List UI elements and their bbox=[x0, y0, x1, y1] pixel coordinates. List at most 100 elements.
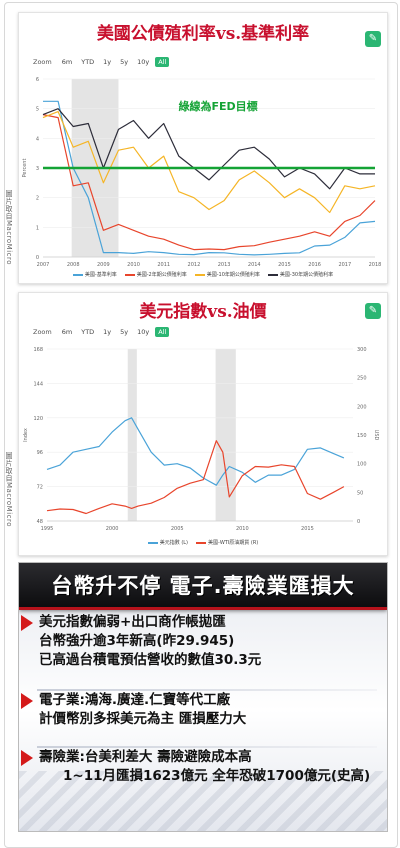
x-tick-label: 2017 bbox=[338, 262, 351, 268]
y-tick-label: 6 bbox=[36, 77, 39, 83]
zoom-ytd-button[interactable]: YTD bbox=[81, 328, 95, 336]
y-tick-label: 5 bbox=[36, 107, 39, 113]
y-tick-label-right: 150 bbox=[357, 433, 367, 439]
y-tick-label-right: 200 bbox=[357, 404, 367, 410]
news-bullet: 電子業:鴻海.廣達.仁寶等代工廠 計價幣別多採美元為主 匯損壓力大 bbox=[21, 691, 247, 729]
legend-item[interactable]: 美國-30年期公債殖利率 bbox=[267, 271, 334, 278]
zoom-5y-button[interactable]: 5y bbox=[120, 58, 129, 66]
edit-pencil-icon[interactable]: ✎ bbox=[365, 303, 381, 319]
y-tick-label-left: 48 bbox=[37, 519, 43, 525]
zoom-bar: Zoom 6m YTD 1y 5y 10y All bbox=[33, 57, 170, 67]
legend-swatch bbox=[124, 273, 135, 276]
bullet-line: 計價幣別多採美元為主 匯損壓力大 bbox=[39, 711, 247, 727]
zoom-bar: Zoom 6m YTD 1y 5y 10y All bbox=[33, 327, 170, 337]
bullet-line: 台幣強升逾3年新高(昨29.945) bbox=[39, 633, 235, 649]
dollar-oil-chart: 48 72 96 120 144 168 0 50 100 150 200 250 300 Index US… bbox=[23, 347, 379, 532]
red-arrow-icon bbox=[21, 693, 33, 709]
legend-swatch bbox=[147, 541, 158, 544]
x-tick-label: 2012 bbox=[188, 262, 201, 268]
legend-swatch bbox=[196, 541, 207, 544]
legend-label: 美國-基準利率 bbox=[84, 272, 117, 278]
news-broadcast-panel: 台幣升不停 電子.壽險業匯損大 美元指數偏弱+出口商作帳拋匯 台幣強升逾3年新高… bbox=[18, 562, 388, 832]
divider bbox=[37, 746, 377, 748]
legend-item[interactable]: 美國-2年期公債殖利率 bbox=[124, 271, 187, 278]
y-tick-label-right: 100 bbox=[357, 462, 367, 468]
background-decoration bbox=[19, 771, 387, 831]
chart-title: 美國公債殖利率vs.基準利率 bbox=[96, 24, 310, 44]
series-line bbox=[46, 417, 345, 486]
y-tick-label: 2 bbox=[36, 196, 39, 202]
bullet-line: 壽險業:台美利差大 壽險避險成本高 bbox=[39, 749, 252, 765]
dollar-oil-chart-panel: 美元指數vs.油價 ✎ Zoom 6m YTD 1y 5y 10y All 48… bbox=[18, 292, 388, 556]
x-tick-label: 2013 bbox=[218, 262, 231, 268]
legend-item[interactable]: 美國-WTI原油期貨 (R) bbox=[196, 539, 258, 546]
y-tick-label-right: 300 bbox=[357, 347, 367, 353]
y-tick-label: 0 bbox=[36, 255, 39, 261]
y-tick-label-left: 168 bbox=[33, 347, 43, 353]
y-tick-label: 3 bbox=[36, 166, 39, 172]
y-tick-label-left: 120 bbox=[33, 416, 43, 422]
y-axis-label: Percent bbox=[22, 159, 28, 178]
series-line bbox=[42, 108, 375, 190]
x-tick-label: 2000 bbox=[106, 526, 119, 532]
red-arrow-icon bbox=[21, 615, 33, 631]
bullet-line: 美元指數偏弱+出口商作帳拋匯 bbox=[39, 614, 226, 630]
image-credit: 圖片取自MacroMicro bbox=[5, 190, 13, 266]
x-tick-label: 1995 bbox=[41, 526, 54, 532]
bullet-line: 電子業:鴻海.廣達.仁寶等代工廠 bbox=[39, 692, 231, 708]
legend-swatch bbox=[194, 273, 205, 276]
y-tick-label: 1 bbox=[36, 225, 39, 231]
x-tick-label: 2016 bbox=[308, 262, 321, 268]
bullet-line: 已高過台積電預估營收的數值30.3元 bbox=[39, 652, 262, 668]
zoom-all-button[interactable]: All bbox=[155, 57, 170, 67]
zoom-1y-button[interactable]: 1y bbox=[103, 58, 112, 66]
legend-item[interactable]: 美元指數 (L) bbox=[147, 539, 189, 546]
x-tick-label: 2010 bbox=[127, 262, 140, 268]
zoom-6m-button[interactable]: 6m bbox=[61, 58, 73, 66]
red-arrow-icon bbox=[21, 750, 33, 766]
chart-legend: 美元指數 (L) 美國-WTI原油期貨 (R) bbox=[19, 539, 387, 546]
x-tick-label: 2009 bbox=[97, 262, 110, 268]
y-tick-label-left: 72 bbox=[37, 485, 43, 491]
zoom-all-button[interactable]: All bbox=[155, 327, 170, 337]
y-axis-label-left: Index bbox=[23, 428, 29, 442]
zoom-label: Zoom bbox=[33, 328, 52, 336]
y-tick-label-right: 0 bbox=[357, 519, 360, 525]
edit-pencil-icon[interactable]: ✎ bbox=[365, 31, 381, 47]
zoom-1y-button[interactable]: 1y bbox=[103, 328, 112, 336]
zoom-10y-button[interactable]: 10y bbox=[137, 58, 150, 66]
x-tick-label: 2018 bbox=[369, 262, 382, 268]
zoom-ytd-button[interactable]: YTD bbox=[81, 58, 95, 66]
fed-target-annotation: 綠線為FED目標 bbox=[178, 99, 257, 113]
image-credit: 圖片取自MacroMicro bbox=[5, 452, 13, 528]
legend-label: 美國-30年期公債殖利率 bbox=[279, 272, 334, 278]
news-headline: 台幣升不停 電子.壽險業匯損大 bbox=[51, 574, 355, 598]
legend-item[interactable]: 美國-基準利率 bbox=[72, 271, 117, 278]
legend-swatch bbox=[72, 273, 83, 276]
y-tick-label-right: 250 bbox=[357, 376, 367, 382]
legend-label: 美元指數 (L) bbox=[159, 540, 189, 546]
zoom-5y-button[interactable]: 5y bbox=[120, 328, 129, 336]
y-tick-label: 4 bbox=[36, 136, 39, 142]
divider bbox=[37, 689, 377, 691]
legend-item[interactable]: 美國-10年期公債殖利率 bbox=[194, 271, 260, 278]
recession-band bbox=[127, 349, 137, 521]
legend-swatch bbox=[267, 273, 278, 276]
y-tick-label-left: 144 bbox=[33, 381, 43, 387]
zoom-label: Zoom bbox=[33, 58, 52, 66]
x-tick-label: 2005 bbox=[171, 526, 184, 532]
series-line bbox=[43, 100, 376, 256]
x-tick-label: 2010 bbox=[236, 526, 249, 532]
x-tick-label: 2008 bbox=[67, 262, 80, 268]
news-bullet: 美元指數偏弱+出口商作帳拋匯 台幣強升逾3年新高(昨29.945) 已高過台積電… bbox=[21, 613, 262, 670]
news-headline-bar: 台幣升不停 電子.壽險業匯損大 bbox=[19, 563, 387, 609]
treasury-yield-chart: 0 1 2 3 4 5 6 Percent 2007 2008 2009 2010 2011 2012 20… bbox=[22, 77, 382, 268]
legend-label: 美國-WTI原油期貨 (R) bbox=[208, 540, 259, 546]
news-bullet: 壽險業:台美利差大 壽險避險成本高 1~11月匯損1623億元 全年恐破1700… bbox=[21, 748, 370, 786]
y-axis-label-right: USD bbox=[373, 430, 379, 441]
zoom-10y-button[interactable]: 10y bbox=[137, 328, 150, 336]
legend-label: 美國-2年期公債殖利率 bbox=[136, 272, 187, 278]
x-tick-label: 2014 bbox=[248, 262, 261, 268]
chart-title: 美元指數vs.油價 bbox=[139, 302, 267, 322]
zoom-6m-button[interactable]: 6m bbox=[61, 328, 73, 336]
